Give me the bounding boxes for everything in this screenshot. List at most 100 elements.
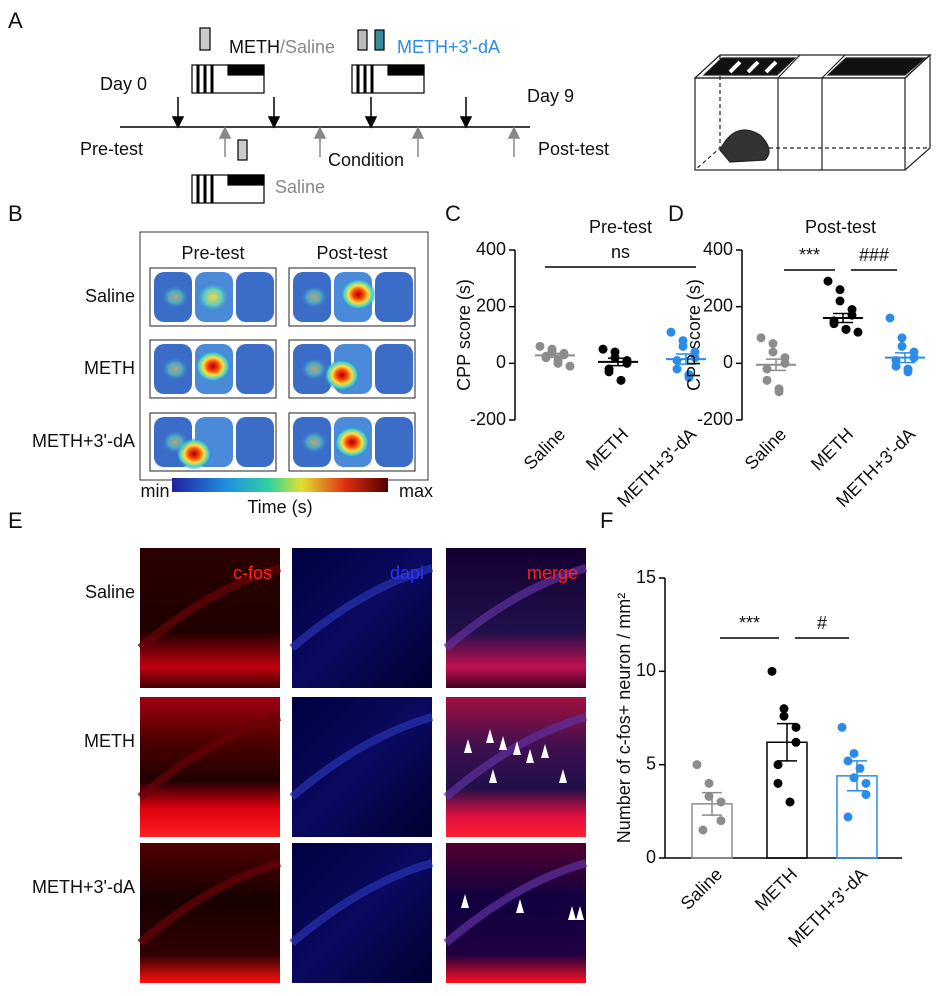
micrographs (137, 548, 588, 983)
data-point (885, 313, 895, 323)
drug-label: METH/Saline (229, 37, 335, 57)
data-point (604, 367, 614, 377)
data-point (610, 353, 620, 363)
data-point (779, 711, 789, 721)
significance-label: *** (739, 613, 760, 633)
data-point (785, 797, 795, 807)
data-point (598, 344, 608, 354)
data-point (835, 285, 845, 295)
data-point (692, 760, 702, 770)
hotspot (323, 359, 360, 391)
hotspot (161, 357, 190, 381)
chamber (375, 417, 413, 467)
data-point (829, 319, 839, 329)
significance-label: *** (799, 245, 820, 265)
y-axis-label: CPP score (s) (684, 279, 704, 391)
y-tick-label: -200 (697, 409, 733, 429)
y-tick-label: 0 (646, 847, 656, 867)
heatmap (149, 412, 277, 472)
colorbar-min: min (140, 481, 169, 501)
tissue-band (443, 564, 588, 652)
micrograph (292, 843, 432, 983)
data-point (823, 276, 833, 286)
data-point (541, 353, 551, 363)
tissue-band (289, 564, 434, 652)
data-point (716, 797, 726, 807)
x-tick-label: Saline (741, 424, 791, 474)
data-point (756, 333, 766, 343)
x-tick-label: Saline (520, 424, 570, 474)
data-point (791, 722, 801, 732)
data-point (853, 327, 863, 337)
data-point (622, 358, 632, 368)
heatmap (149, 267, 277, 327)
micrograph (292, 548, 432, 688)
arrowhead (541, 744, 549, 758)
tissue-band (137, 713, 282, 801)
data-point (762, 364, 772, 374)
micrograph (140, 548, 280, 688)
micrograph (446, 548, 586, 688)
phase-label: Pre-test (80, 139, 143, 159)
chamber (375, 272, 413, 322)
row-label: METH+3'-dA (32, 877, 135, 897)
hotspot (340, 278, 377, 311)
hotspot (300, 430, 329, 454)
chart-title: Post-test (805, 217, 876, 237)
arrowhead (489, 769, 497, 783)
tissue-band (289, 713, 434, 801)
data-point (762, 375, 772, 385)
chamber (375, 344, 413, 394)
saline-arrows (218, 126, 521, 157)
heatmap (149, 339, 277, 399)
phase-label: Condition (328, 150, 404, 170)
hotspot (161, 430, 190, 454)
drug-name: METH (229, 37, 280, 57)
data-point (843, 812, 853, 822)
arrowhead (559, 769, 567, 783)
data-point (553, 358, 563, 368)
drug-label: METH+3'-dA (397, 37, 500, 57)
chart: Number of c-fos+ neuron / mm² 0 5 10 15 Salin… (614, 567, 902, 951)
significance-label: ### (859, 245, 889, 265)
drug-label: Saline (275, 177, 325, 197)
data-point (565, 361, 575, 371)
y-tick-label: 15 (636, 567, 656, 587)
y-tick-label: 200 (476, 295, 506, 315)
phase-label: Post-test (538, 139, 609, 159)
chamber (236, 344, 274, 394)
chamber (236, 417, 274, 467)
data-point (897, 333, 907, 343)
x-tick-label: METH (807, 424, 857, 474)
y-tick-label: 400 (476, 239, 506, 259)
day-label: Day 0 (100, 74, 147, 94)
data-point (698, 825, 708, 835)
data-point (678, 341, 688, 351)
colorbar-label: Time (s) (247, 497, 312, 517)
data-point (835, 296, 845, 306)
chart-title: Pre-test (589, 217, 652, 237)
heatmap (288, 339, 416, 399)
channel-label: c-fos (233, 563, 272, 583)
micrograph (140, 843, 280, 983)
data-point (847, 310, 857, 320)
data-point (861, 790, 871, 800)
drug-sep: / (280, 37, 285, 57)
panel-label: C (445, 201, 461, 226)
significance-label: # (817, 613, 827, 633)
arrowhead (499, 736, 507, 750)
panel-label: D (668, 201, 684, 226)
drug-name: Saline (285, 37, 335, 57)
hotspot (300, 357, 329, 381)
data-point (909, 353, 919, 363)
micrograph (292, 697, 432, 837)
row-label: METH+3'-dA (32, 431, 135, 451)
x-tick-label: METH (751, 864, 801, 914)
tissue-band (137, 564, 282, 652)
data-point (849, 773, 859, 783)
hotspot (161, 285, 190, 309)
data-point (780, 358, 790, 368)
arrowhead (464, 739, 472, 753)
timeline (120, 27, 932, 204)
